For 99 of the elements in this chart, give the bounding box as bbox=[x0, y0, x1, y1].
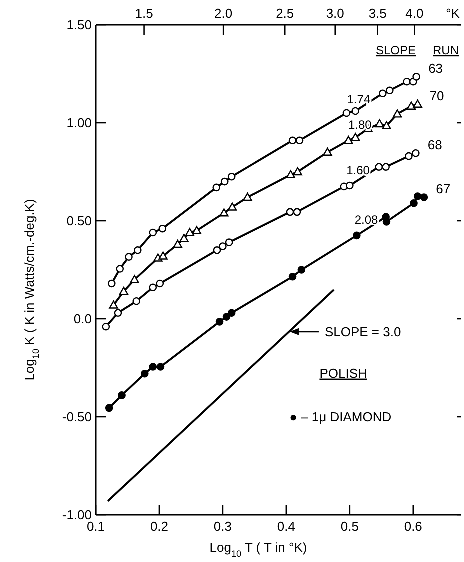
point bbox=[412, 149, 420, 158]
series-label: 68 bbox=[428, 137, 442, 152]
point bbox=[222, 313, 231, 321]
annotation: RUN bbox=[433, 43, 459, 58]
point bbox=[140, 370, 149, 378]
point bbox=[130, 275, 140, 284]
point bbox=[420, 194, 428, 202]
point bbox=[375, 119, 384, 128]
point bbox=[225, 238, 234, 246]
x-tick-label: 0.2 bbox=[150, 519, 169, 534]
point bbox=[346, 182, 354, 190]
x-tick-label: 0.4 bbox=[277, 519, 296, 534]
point bbox=[158, 224, 167, 233]
annotation: SLOPE = 3.0 bbox=[324, 324, 402, 340]
y-tick-label: -0.50 bbox=[62, 410, 92, 425]
point bbox=[342, 109, 351, 118]
point bbox=[105, 404, 114, 412]
point bbox=[219, 242, 227, 250]
x-tick-label: 0.5 bbox=[340, 519, 359, 534]
point bbox=[414, 192, 422, 200]
point bbox=[119, 286, 129, 296]
point bbox=[192, 226, 202, 234]
point bbox=[220, 178, 229, 186]
annotation: 1.80 bbox=[348, 118, 372, 132]
point bbox=[228, 202, 238, 211]
point bbox=[323, 148, 332, 156]
x-tick-label: 0.3 bbox=[214, 519, 232, 534]
annotation: 2.08 bbox=[354, 212, 379, 227]
point bbox=[156, 280, 164, 288]
point bbox=[352, 107, 360, 116]
x-axis-title: Log$_{10}$ T ( T in °K) bbox=[210, 540, 308, 559]
point bbox=[228, 173, 236, 181]
point bbox=[413, 100, 422, 108]
x2-tick-label: 3.0 bbox=[326, 6, 344, 21]
annotation: ● – 1μ DIAMOND bbox=[290, 410, 392, 425]
point bbox=[108, 280, 116, 288]
point bbox=[134, 246, 142, 254]
series-label: 67 bbox=[436, 181, 451, 196]
y-tick-label: 0.50 bbox=[66, 214, 92, 229]
point bbox=[286, 170, 296, 179]
point bbox=[216, 318, 224, 326]
point bbox=[288, 136, 297, 145]
point bbox=[173, 240, 182, 248]
point bbox=[379, 90, 387, 98]
x2-tick-label: 2.0 bbox=[214, 6, 233, 21]
point bbox=[382, 121, 392, 130]
point bbox=[293, 208, 302, 216]
x2-tick-label: 2.5 bbox=[276, 6, 294, 21]
point bbox=[156, 363, 165, 371]
point bbox=[149, 363, 158, 371]
point bbox=[185, 228, 195, 236]
point bbox=[375, 163, 384, 171]
legend-title: POLISH bbox=[320, 366, 368, 381]
point bbox=[344, 136, 354, 144]
point bbox=[298, 266, 306, 274]
x2-tick-label: 3.5 bbox=[368, 6, 387, 21]
point bbox=[293, 167, 302, 176]
point bbox=[410, 199, 418, 208]
point bbox=[114, 309, 122, 318]
point bbox=[109, 300, 118, 309]
point bbox=[149, 228, 158, 237]
point bbox=[386, 86, 394, 95]
point bbox=[412, 73, 420, 81]
annotation: 1.60 bbox=[346, 164, 370, 178]
point bbox=[392, 110, 402, 118]
point bbox=[403, 78, 411, 86]
point bbox=[352, 232, 361, 240]
y-tick-label: 1.00 bbox=[66, 116, 92, 131]
point bbox=[382, 218, 391, 226]
point bbox=[125, 253, 133, 261]
x2-axis-title: °K bbox=[446, 6, 460, 21]
point bbox=[220, 208, 229, 217]
series-label: 70 bbox=[430, 88, 444, 104]
point bbox=[212, 184, 221, 192]
point bbox=[405, 152, 413, 160]
point bbox=[286, 208, 294, 216]
point bbox=[118, 392, 126, 400]
series-label: 63 bbox=[428, 60, 444, 76]
point bbox=[158, 252, 168, 260]
x2-tick-label: 1.5 bbox=[135, 6, 154, 21]
point bbox=[228, 309, 236, 318]
annotation: SLOPE bbox=[376, 43, 416, 58]
point bbox=[288, 272, 297, 281]
point bbox=[351, 133, 360, 142]
x-tick-label: 0.6 bbox=[404, 519, 422, 534]
annotation: 1.74 bbox=[347, 92, 371, 106]
y-tick-label: 0.0 bbox=[74, 312, 92, 327]
point bbox=[149, 284, 158, 292]
point bbox=[296, 136, 304, 145]
point bbox=[180, 234, 189, 242]
y-tick-label: 1.50 bbox=[66, 18, 92, 33]
point bbox=[406, 102, 416, 110]
point bbox=[382, 163, 390, 171]
point bbox=[243, 192, 252, 202]
x2-tick-label: 4.0 bbox=[406, 6, 424, 21]
point bbox=[102, 322, 110, 331]
point bbox=[116, 265, 124, 273]
point bbox=[132, 297, 141, 306]
point bbox=[213, 246, 222, 254]
